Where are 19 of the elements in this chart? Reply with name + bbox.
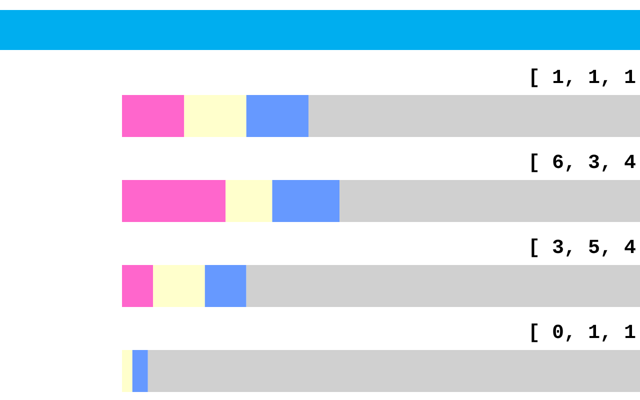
bar: [184, 95, 246, 137]
bar: [122, 350, 132, 392]
bar: [272, 180, 340, 222]
bar: [122, 265, 154, 307]
bar: [204, 265, 246, 307]
annotation: [ 1, 1, 1: [528, 67, 636, 90]
bar: [122, 95, 184, 137]
bar: [148, 350, 640, 392]
bar: [246, 95, 308, 137]
bar: [153, 265, 205, 307]
annotation: [ 0, 1, 1: [528, 322, 636, 345]
bar: [308, 95, 640, 137]
bar: [246, 265, 640, 307]
bar: [122, 180, 226, 222]
annotation: [ 6, 3, 4: [528, 152, 636, 175]
bar: [340, 180, 640, 222]
bar: [132, 350, 148, 392]
annotation: [ 3, 5, 4: [528, 237, 636, 260]
bar: [226, 180, 272, 222]
